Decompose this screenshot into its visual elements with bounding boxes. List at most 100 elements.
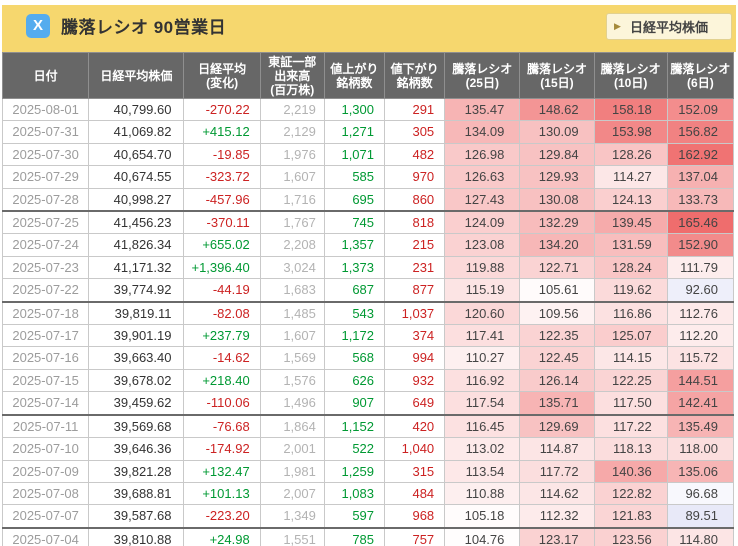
cell-ratio-25: 113.02: [444, 437, 521, 461]
cell-volume: 2,219: [259, 97, 325, 122]
cell-date: 2025-07-09: [1, 459, 90, 483]
cell-ratio-6: 112.76: [666, 301, 735, 326]
x-share-icon[interactable]: X: [26, 13, 50, 38]
cell-ratio-10: 122.82: [593, 481, 668, 506]
column-header-price: 日経平均株価: [88, 52, 185, 99]
cell-volume: 2,129: [259, 120, 325, 144]
cell-change: -76.68: [183, 414, 261, 439]
cell-ratio-10: 116.86: [593, 301, 668, 326]
cell-ratio-15: 122.45: [519, 346, 595, 370]
table-row: 2025-08-01 40,799.60 -270.22 2,219 1,300 291 1…: [1, 97, 735, 122]
cell-advancing: 597: [323, 504, 386, 529]
cell-ratio-10: 122.25: [593, 368, 668, 393]
cell-price: 39,587.68: [88, 504, 185, 529]
cell-change: +218.40: [183, 368, 261, 393]
cell-ratio-15: 129.69: [519, 414, 595, 439]
nikkei-average-link-button[interactable]: ▶ 日経平均株価: [606, 13, 732, 40]
cell-date: 2025-07-25: [1, 210, 90, 235]
cell-advancing: 1,071: [323, 142, 386, 167]
table-row: 2025-07-17 39,901.19 +237.79 1,607 1,172 374 1…: [1, 324, 735, 348]
right-arrow-icon: ▶: [614, 21, 621, 31]
cell-declining: 970: [384, 165, 446, 189]
cell-volume: 1,551: [259, 527, 325, 546]
table-row: 2025-07-07 39,587.68 -223.20 1,349 597 968 105…: [1, 504, 735, 529]
cell-price: 40,674.55: [88, 165, 185, 189]
cell-ratio-15: 112.32: [519, 504, 595, 529]
cell-ratio-10: 139.45: [593, 210, 668, 235]
cell-advancing: 543: [323, 301, 386, 326]
cell-price: 40,799.60: [88, 97, 185, 122]
cell-date: 2025-07-08: [1, 481, 90, 506]
cell-price: 41,826.34: [88, 233, 185, 257]
cell-date: 2025-07-07: [1, 504, 90, 529]
cell-ratio-10: 114.15: [593, 346, 668, 370]
cell-declining: 968: [384, 504, 446, 529]
cell-ratio-15: 126.14: [519, 368, 595, 393]
cell-ratio-25: 113.54: [444, 459, 521, 483]
cell-ratio-25: 105.18: [444, 504, 521, 529]
cell-volume: 1,864: [259, 414, 325, 439]
cell-ratio-10: 128.24: [593, 255, 668, 280]
cell-ratio-25: 117.54: [444, 391, 521, 416]
cell-advancing: 1,259: [323, 459, 386, 483]
cell-advancing: 1,152: [323, 414, 386, 439]
cell-price: 41,456.23: [88, 210, 185, 235]
cell-ratio-25: 126.63: [444, 165, 521, 189]
table-row: 2025-07-22 39,774.92 -44.19 1,683 687 877 115.…: [1, 278, 735, 303]
cell-price: 39,774.92: [88, 278, 185, 303]
column-header-r25: 騰落レシオ (25日): [444, 52, 521, 99]
column-header-r6: 騰落レシオ (6日): [666, 52, 735, 99]
column-header-adv: 値上がり 銘柄数: [323, 52, 386, 99]
cell-ratio-6: 152.90: [666, 233, 735, 257]
cell-advancing: 522: [323, 437, 386, 461]
cell-price: 39,678.02: [88, 368, 185, 393]
header-row: 日付 日経平均株価 日経平均 (変化) 東証一部 出来高 (百万株) 値上がり 銘柄数 値下がり銘…: [1, 52, 735, 99]
cell-declining: 231: [384, 255, 446, 280]
cell-ratio-10: 123.56: [593, 527, 668, 546]
cell-ratio-6: 112.20: [666, 324, 735, 348]
cell-change: +101.13: [183, 481, 261, 506]
cell-volume: 1,683: [259, 278, 325, 303]
cell-ratio-6: 135.06: [666, 459, 735, 483]
cell-change: -19.85: [183, 142, 261, 167]
cell-advancing: 695: [323, 187, 386, 213]
cell-ratio-6: 144.51: [666, 368, 735, 393]
cell-date: 2025-07-15: [1, 368, 90, 393]
column-header-date: 日付: [1, 52, 90, 99]
cell-volume: 1,349: [259, 504, 325, 529]
cell-change: +24.98: [183, 527, 261, 546]
cell-ratio-25: 116.45: [444, 414, 521, 439]
cell-change: -174.92: [183, 437, 261, 461]
cell-ratio-15: 109.56: [519, 301, 595, 326]
cell-ratio-25: 134.09: [444, 120, 521, 144]
cell-ratio-15: 148.62: [519, 97, 595, 122]
cell-ratio-15: 122.71: [519, 255, 595, 280]
table-row: 2025-07-11 39,569.68 -76.68 1,864 1,152 420 11…: [1, 414, 735, 439]
table-header: 日付 日経平均株価 日経平均 (変化) 東証一部 出来高 (百万株) 値上がり 銘柄数 値下がり銘…: [1, 52, 735, 99]
cell-ratio-6: 162.92: [666, 142, 735, 167]
cell-advancing: 1,373: [323, 255, 386, 280]
cell-declining: 215: [384, 233, 446, 257]
cell-change: -14.62: [183, 346, 261, 370]
cell-declining: 994: [384, 346, 446, 370]
table-row: 2025-07-14 39,459.62 -110.06 1,496 907 649 117…: [1, 391, 735, 416]
cell-ratio-25: 117.41: [444, 324, 521, 348]
cell-change: -110.06: [183, 391, 261, 416]
title-bar: X 騰落レシオ 90営業日 ▶ 日経平均株価: [2, 5, 736, 52]
column-header-r10: 騰落レシオ (10日): [593, 52, 668, 99]
cell-date: 2025-07-29: [1, 165, 90, 189]
cell-ratio-15: 129.84: [519, 142, 595, 167]
table-body: 2025-08-01 40,799.60 -270.22 2,219 1,300 291 1…: [1, 97, 735, 546]
table-row: 2025-07-04 39,810.88 +24.98 1,551 785 757 104.…: [1, 527, 735, 546]
cell-ratio-6: 165.46: [666, 210, 735, 235]
cell-price: 39,663.40: [88, 346, 185, 370]
cell-price: 41,171.32: [88, 255, 185, 280]
cell-advancing: 585: [323, 165, 386, 189]
cell-ratio-6: 92.60: [666, 278, 735, 303]
cell-ratio-15: 134.20: [519, 233, 595, 257]
cell-change: -44.19: [183, 278, 261, 303]
table-row: 2025-07-16 39,663.40 -14.62 1,569 568 994 110.…: [1, 346, 735, 370]
table-row: 2025-07-31 41,069.82 +415.12 2,129 1,271 305 1…: [1, 120, 735, 144]
cell-declining: 374: [384, 324, 446, 348]
cell-ratio-25: 124.09: [444, 210, 521, 235]
